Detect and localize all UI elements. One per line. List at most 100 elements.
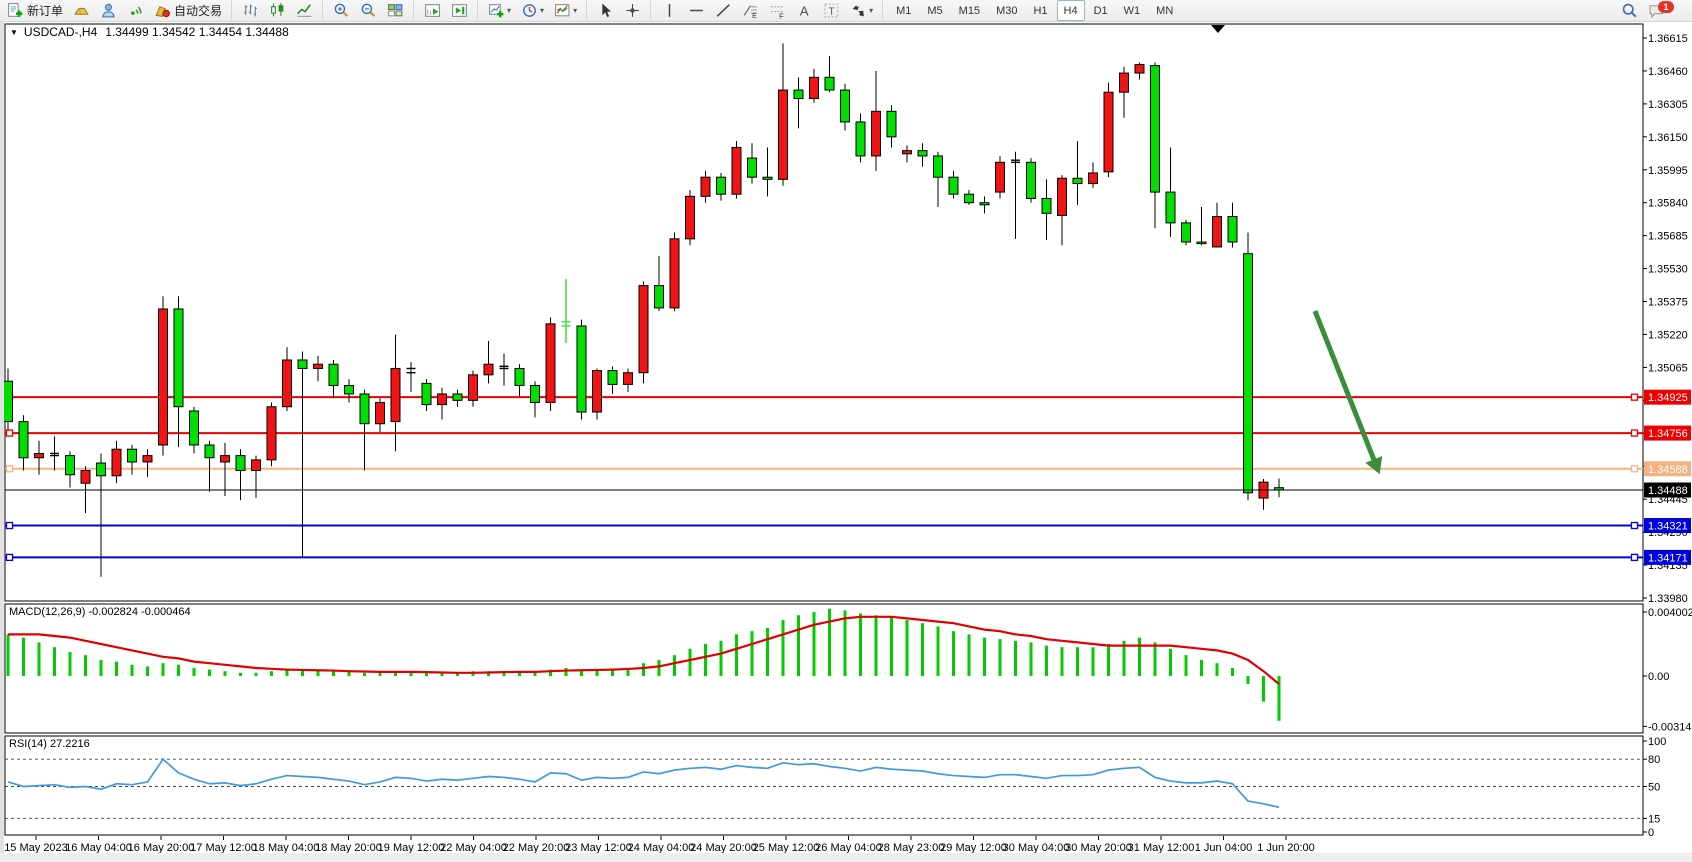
cursor-icon <box>597 2 614 19</box>
tile-windows-button[interactable] <box>383 0 408 21</box>
candle <box>1227 202 1238 248</box>
chevron-down-icon[interactable]: ▾ <box>869 6 874 15</box>
rsi-tick: 100 <box>1648 736 1666 748</box>
svg-text:E: E <box>752 13 757 19</box>
notification-badge: 1 <box>1658 0 1674 13</box>
line-handle[interactable] <box>5 429 14 437</box>
trendline-button[interactable] <box>711 0 736 21</box>
text-label-button[interactable]: T <box>819 0 844 21</box>
vertical-line-button[interactable] <box>657 0 682 21</box>
candle <box>1165 147 1176 237</box>
horizontal-line-button[interactable] <box>684 0 709 21</box>
hline-icon <box>688 2 705 19</box>
time-tick: 30 May 20:00 <box>1065 842 1132 854</box>
line-handle[interactable] <box>1630 553 1639 562</box>
line-handle[interactable] <box>1630 465 1639 473</box>
price-hline[interactable] <box>5 429 1643 437</box>
new-order-button-label: 新订单 <box>27 4 64 18</box>
candle <box>995 155 1005 199</box>
new-order-button[interactable]: 新订单 <box>3 0 67 21</box>
price-hline[interactable] <box>5 553 1643 562</box>
timeframe-m30-button[interactable]: M30 <box>996 4 1018 17</box>
toolbar-group: E F A T ▾ <box>650 0 880 21</box>
toolbar-group <box>413 0 475 21</box>
chartshift-icon <box>451 2 468 19</box>
time-tick: 16 May 04:00 <box>65 842 132 854</box>
price-tick: 1.36150 <box>1648 132 1688 144</box>
rsi-tick: 0 <box>1648 827 1654 839</box>
price-tick: 1.35685 <box>1648 231 1688 243</box>
community-button[interactable] <box>96 0 121 21</box>
price-tick: 1.35840 <box>1648 198 1688 210</box>
notifications-button[interactable]: 1 <box>1644 0 1685 21</box>
chevron-down-icon[interactable]: ▾ <box>573 6 578 15</box>
candlestick-mode-button[interactable] <box>265 0 290 21</box>
price-tick: 1.35220 <box>1648 329 1688 341</box>
timeframe-m15-button[interactable]: M15 <box>958 4 981 17</box>
timeframe-d1-button[interactable]: D1 <box>1093 4 1108 17</box>
line-handle[interactable] <box>5 521 14 530</box>
timeframe-h4-button[interactable]: H4 <box>1056 0 1085 21</box>
trend-arrow-annotation[interactable] <box>1312 310 1383 475</box>
candle <box>220 442 230 496</box>
candle <box>483 340 494 384</box>
candle <box>344 379 354 403</box>
crosshair-button[interactable] <box>620 0 645 21</box>
profiles-button[interactable]: ▾ <box>517 0 548 21</box>
line-handle[interactable] <box>1630 521 1639 530</box>
line-handle[interactable] <box>1630 393 1639 401</box>
candle <box>251 455 261 499</box>
arrows-button[interactable]: ▾ <box>846 0 877 21</box>
chart-shift-marker[interactable] <box>1211 25 1225 33</box>
price-hline[interactable] <box>5 521 1643 530</box>
symbol-dropdown-icon[interactable]: ▼ <box>10 27 18 37</box>
tiles-icon <box>387 2 404 19</box>
cursor-button[interactable] <box>593 0 618 21</box>
autotrading-button-label: 自动交易 <box>174 4 223 18</box>
rsi-tick: 15 <box>1648 813 1660 825</box>
indicators-button[interactable]: ▾ <box>550 0 581 21</box>
toolbar-group: ▾ ▾ ▾ <box>477 0 584 21</box>
deposit-button[interactable] <box>69 0 94 21</box>
candle <box>778 43 788 186</box>
candle <box>1011 151 1020 239</box>
chart-shift-button[interactable] <box>447 0 472 21</box>
chevron-down-icon[interactable]: ▾ <box>540 6 545 15</box>
chartplus-icon <box>488 2 505 19</box>
text-button[interactable]: A <box>792 0 817 21</box>
timeframe-w1-button[interactable]: W1 <box>1123 4 1141 17</box>
signals-button[interactable] <box>123 0 148 21</box>
channel-button[interactable]: F <box>765 0 790 21</box>
line-handle[interactable] <box>5 465 14 473</box>
fibonacci-button[interactable]: E <box>738 0 763 21</box>
candle <box>468 370 478 407</box>
textT-icon: T <box>823 2 840 19</box>
svg-text:T: T <box>829 6 835 17</box>
price-line-badge: 1.34488 <box>1648 485 1688 497</box>
price-hline[interactable] <box>5 465 1643 473</box>
candle <box>1243 232 1253 501</box>
line-handle[interactable] <box>5 553 14 562</box>
auto-scroll-button[interactable] <box>420 0 445 21</box>
price-line-badge: 1.34925 <box>1648 392 1688 404</box>
timeframe-m5-button[interactable]: M5 <box>927 4 943 17</box>
candle <box>809 68 819 103</box>
gold-icon <box>73 2 90 19</box>
time-tick: 22 May 04:00 <box>440 842 507 854</box>
candle <box>964 189 974 205</box>
autotrading-button[interactable]: 自动交易 <box>150 0 226 21</box>
timeframe-mn-button[interactable]: MN <box>1156 4 1174 17</box>
line-chart-mode-button[interactable] <box>292 0 317 21</box>
chevron-down-icon[interactable]: ▾ <box>507 6 512 15</box>
timeframe-h1-button[interactable]: H1 <box>1033 4 1048 17</box>
bar-chart-mode-button[interactable] <box>238 0 263 21</box>
zoom-out-button[interactable] <box>356 0 381 21</box>
line-handle[interactable] <box>1630 429 1639 437</box>
arrows-icon <box>850 2 867 19</box>
candle <box>762 147 773 197</box>
search-button[interactable] <box>1617 0 1642 21</box>
toolbar-group: 新订单 自动交易 <box>0 0 229 21</box>
zoom-in-button[interactable] <box>329 0 354 21</box>
new-chart-button[interactable]: ▾ <box>484 0 515 21</box>
timeframe-m1-button[interactable]: M1 <box>896 4 912 17</box>
